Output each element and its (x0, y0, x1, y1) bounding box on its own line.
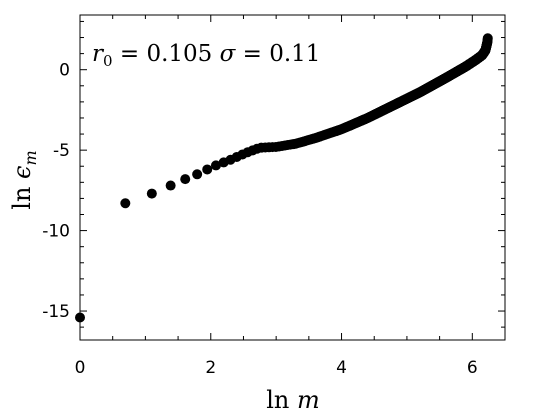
x-tick-label: 0 (75, 358, 86, 378)
y-tick-label: -5 (53, 141, 70, 161)
y-tick-label: 0 (59, 61, 70, 81)
parameter-annotation: r0 = 0.105 σ = 0.11 (92, 41, 320, 70)
data-point (210, 160, 221, 171)
data-point (120, 198, 131, 209)
x-axis-label: ln m (266, 386, 320, 414)
y-axis-label: ln ϵm (8, 150, 40, 209)
plot-area (79, 14, 506, 341)
data-point (180, 174, 191, 185)
x-tick-label: 4 (336, 358, 347, 378)
data-point (482, 33, 493, 44)
x-tick-label: 2 (205, 358, 216, 378)
data-point (202, 164, 213, 175)
x-tick-label: 6 (467, 358, 478, 378)
data-point (75, 312, 85, 323)
data-points (75, 33, 493, 323)
axis-ticks (79, 15, 506, 340)
tick-labels: 0 2 4 6 0 -5 -10 -15 (42, 61, 478, 378)
y-tick-label: -15 (42, 302, 70, 322)
data-point (165, 180, 176, 191)
data-point (146, 188, 157, 199)
data-point (192, 169, 203, 180)
y-tick-label: -10 (42, 222, 70, 242)
